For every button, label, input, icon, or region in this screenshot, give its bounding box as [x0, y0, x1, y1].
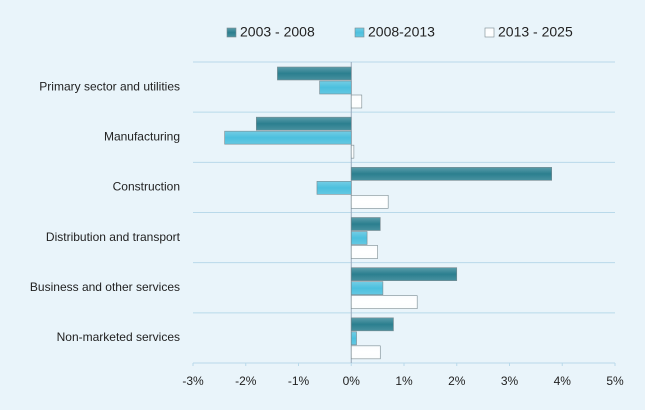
bar: [316, 181, 352, 195]
bar: [350, 195, 389, 209]
legend-swatch: [226, 27, 237, 38]
x-tick-label: -2%: [235, 374, 257, 388]
y-tick-label: Distribution and transport: [46, 230, 181, 244]
legend-label: 2003 - 2008: [240, 24, 315, 40]
bar: [350, 231, 368, 245]
bar: [277, 66, 352, 81]
bar: [350, 331, 357, 346]
x-tick-label: 2%: [448, 374, 466, 388]
legend-label: 2013 - 2025: [498, 24, 573, 40]
bar: [224, 130, 352, 145]
bar: [350, 245, 378, 259]
bar: [350, 94, 363, 109]
x-tick-label: 0%: [343, 374, 361, 388]
x-tick-label: 3%: [501, 374, 519, 388]
legend-swatch: [484, 27, 495, 38]
bar: [350, 281, 384, 295]
bar: [319, 80, 352, 95]
legend-label: 2008-2013: [368, 24, 435, 40]
x-tick-label: 4%: [554, 374, 572, 388]
bar: [350, 295, 418, 309]
bar: [350, 345, 381, 360]
bar: [350, 317, 394, 332]
bar: [350, 167, 552, 181]
bar: [350, 267, 458, 281]
y-tick-label: Business and other services: [30, 280, 180, 294]
legend-swatch: [354, 27, 365, 38]
y-tick-label: Non-marketed services: [57, 330, 180, 344]
x-tick-label: -1%: [288, 374, 310, 388]
bar: [350, 144, 355, 159]
y-tick-label: Manufacturing: [104, 129, 180, 143]
bar: [255, 116, 352, 131]
bar: [350, 217, 381, 231]
x-tick-label: 1%: [395, 374, 413, 388]
y-tick-label: Primary sector and utilities: [39, 79, 180, 93]
x-tick-label: -3%: [182, 374, 204, 388]
x-tick-label: 5%: [606, 374, 624, 388]
y-tick-label: Construction: [113, 180, 180, 194]
